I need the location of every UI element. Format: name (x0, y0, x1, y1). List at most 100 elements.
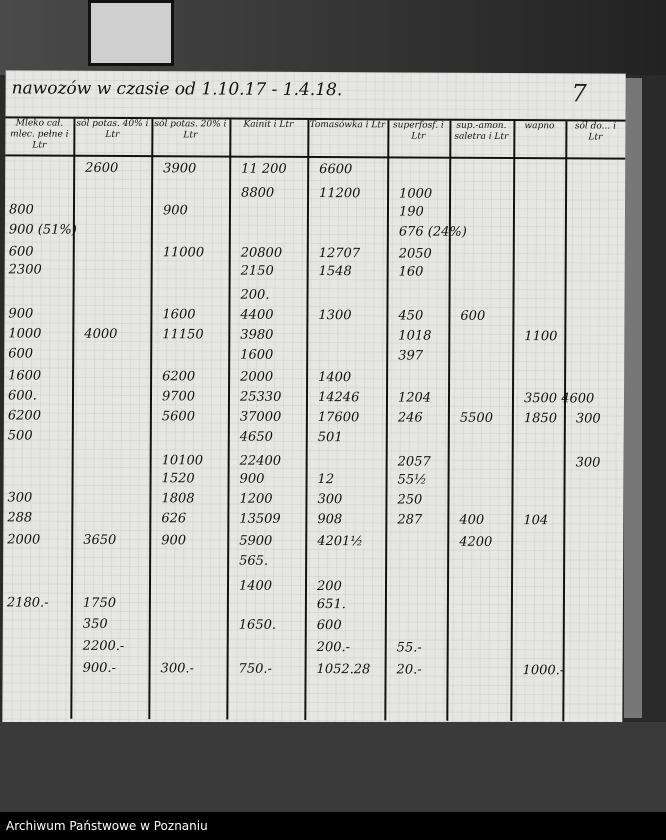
ledger-cell: 8800 (241, 185, 275, 201)
ledger-cell: 1204 (397, 390, 432, 406)
ledger-cell: 1750 (82, 595, 117, 611)
column-header: wapno (524, 121, 555, 132)
ledger-cell: 2050 (398, 246, 432, 262)
ledger-cell: 11200 (319, 186, 361, 202)
ledger-cell: 4200 (459, 534, 493, 550)
ledger-cell: 500 (7, 428, 33, 444)
page-number: 7 (571, 79, 587, 108)
column-header: sól potas. 20% i Ltr (154, 119, 227, 141)
ledger-cell: 300 (575, 411, 601, 427)
ledger-cell: 37000 (239, 409, 282, 425)
column-rule (70, 118, 76, 719)
ledger-cell: 4650 (239, 429, 273, 445)
ledger-cell: 6200 (7, 408, 42, 424)
ledger-cell: 22400 (239, 453, 282, 469)
ledger-cell: 2600 (85, 160, 119, 176)
ledger-cell: 12 (317, 472, 335, 488)
ledger-cell: 246 (397, 410, 423, 426)
ledger-cell: 600 (460, 308, 486, 324)
ledger-cell: 2180.- (6, 595, 49, 611)
ledger-cell: 300.- (160, 661, 194, 677)
ledger-cell: 900 (51%) (8, 222, 77, 238)
ledger-cell: 1000 (399, 186, 433, 202)
ledger-cell: 3980 (240, 327, 274, 343)
ledger-cell: 10100 (161, 453, 204, 469)
ledger-cell: 450 (398, 308, 424, 324)
ledger-cell: 250 (397, 492, 423, 508)
column-header: Tomasówka i Ltr (309, 119, 386, 131)
ledger-cell: 900 (162, 203, 188, 219)
ledger-cell: 651. (316, 597, 346, 613)
ledger-cell: 397 (398, 348, 424, 364)
ledger-cell: 676 (24%) (398, 224, 467, 240)
ledger-cell: 2057 (397, 454, 431, 470)
ledger-cell: 1600 (240, 347, 274, 363)
archive-caption: Archiwum Państwowe w Poznaniu (0, 812, 666, 840)
ledger-cell: 12707 (318, 246, 361, 262)
ledger-cell: 300 (575, 455, 601, 471)
column-header: sól potas. 40% i Ltr (76, 118, 149, 140)
ledger-cell: 900 (239, 471, 265, 487)
ledger-sheet: nawozów w czasie od 1.10.17 - 1.4.18. 7 … (2, 70, 626, 726)
ledger-cell: 3900 (163, 161, 197, 177)
ledger-cell: 750.- (238, 661, 272, 677)
ledger-cell: 160 (398, 264, 424, 280)
ledger-cell: 1200 (239, 491, 273, 507)
ledger-cell: 1548 (318, 264, 352, 280)
ledger-cell: 900 (161, 533, 187, 549)
ledger-cell: 600 (8, 244, 34, 260)
column-rule (226, 119, 232, 720)
ledger-cell: 1000 (8, 326, 42, 342)
ledger-cell: 25330 (239, 389, 282, 405)
ledger-cell: 626 (161, 511, 187, 527)
column-header: Kainit i Ltr (243, 119, 294, 130)
ledger-cell: 20800 (240, 245, 283, 261)
ledger-cell: 17600 (317, 410, 360, 426)
column-rule (384, 120, 390, 721)
ledger-cell: 2000 (7, 532, 41, 548)
column-rule (510, 121, 516, 722)
ledger-cell: 1018 (398, 328, 432, 344)
ledger-cell: 11150 (162, 327, 204, 343)
column-rule (446, 120, 452, 721)
ledger-cell: 200.- (316, 640, 351, 656)
ledger-cell: 600. (7, 388, 37, 404)
ledger-cell: 11 200 (241, 161, 287, 177)
column-rule (304, 119, 310, 720)
binder-clip (88, 0, 174, 66)
ledger-cell: 1520 (161, 471, 195, 487)
ledger-cell: 1600 (162, 307, 196, 323)
ledger-cell: 288 (7, 510, 33, 526)
ledger-cell: 800 (8, 202, 34, 218)
ledger-cell: 1850 (523, 411, 558, 427)
scan-bottom-background (0, 722, 666, 812)
ledger-cell: 190 (398, 204, 424, 220)
ledger-cell: 565. (239, 553, 269, 569)
ledger-cell: 55.- (396, 640, 422, 656)
ledger-cell: 6200 (162, 369, 196, 385)
column-header: sup.-amon. saletra i Ltr (454, 120, 509, 143)
ledger-cell: 300 (7, 490, 33, 506)
ledger-cell: 900 (8, 306, 34, 322)
ledger-cell: 13509 (239, 511, 281, 527)
ledger-cell: 200. (240, 287, 270, 303)
ledger-cell: 300 (317, 492, 343, 508)
ledger-cell: 1052.28 (316, 662, 371, 678)
ledger-cell: 908 (317, 512, 343, 528)
ledger-cell: 9700 (161, 389, 196, 405)
ledger-cell: 55½ (397, 472, 427, 488)
ledger-cell: 1000.- (522, 663, 565, 679)
ledger-cell: 1300 (318, 308, 352, 324)
ledger-cell: 1400 (318, 370, 352, 386)
ledger-cell: 350 (82, 616, 108, 632)
ledger-cell: 2200.- (82, 638, 125, 655)
ledger-cell: 2300 (8, 262, 42, 278)
ledger-cell: 2150 (240, 263, 274, 279)
ledger-cell: 3650 (83, 532, 117, 548)
ledger-cell: 1400 (238, 578, 273, 594)
ledger-cell: 5600 (161, 409, 196, 425)
ledger-cell: 1808 (161, 491, 195, 507)
ledger-cell: 600 (8, 346, 34, 362)
page-edge (624, 78, 642, 718)
column-header: superfosf. i Ltr (392, 120, 444, 142)
